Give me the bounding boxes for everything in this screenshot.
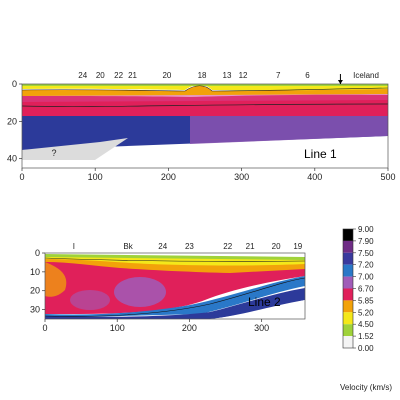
line2-x-tick-label: 0 <box>42 323 47 333</box>
colorbar-level-label: 5.85 <box>358 296 374 305</box>
colorbar-level-label: 4.50 <box>358 320 374 329</box>
velocity-colorbar: 9.00 7.90 7.50 7.20 7.00 6.70 5.85 5.20 4.50 1.52… <box>342 225 374 353</box>
line2-interface-line <box>45 277 305 317</box>
line1-top-label: 12 <box>239 71 248 80</box>
line2-empty-area <box>45 300 305 319</box>
line2-surface-layer <box>45 254 305 260</box>
line1-surface-layer <box>22 84 388 86</box>
line1-panel-label: Line 1 <box>304 147 337 161</box>
colorbar-swatch <box>343 240 353 253</box>
line1-x-tick-label: 100 <box>88 172 103 182</box>
line2-purple-patch <box>114 277 166 307</box>
line1-y-tick-label: 0 <box>12 79 17 89</box>
line1-x-tick-label: 0 <box>19 172 24 182</box>
line1-top-label: Iceland <box>353 71 379 80</box>
line1-top-label: 18 <box>198 71 207 80</box>
line2-top-label: 22 <box>223 242 232 251</box>
line2-top-label: 21 <box>246 242 255 251</box>
line2-interface-line <box>45 257 305 262</box>
colorbar-level-label: 1.52 <box>358 332 374 341</box>
line1-top-label: 21 <box>128 71 137 80</box>
line2-top-labels: I Bk 24 23 22 21 20 19 <box>73 242 303 251</box>
colorbar-swatch <box>343 229 353 241</box>
line1-orange-layer <box>22 85 388 96</box>
line2-x-tick-label: 200 <box>182 323 197 333</box>
colorbar-swatch <box>343 300 353 313</box>
colorbar-swatch <box>343 276 353 289</box>
line2-y-ticks: 0 10 20 30 <box>30 248 45 315</box>
line1-y-ticks: 0 20 40 <box>7 79 22 164</box>
line1-x-ticks: 0 100 200 300 400 500 <box>19 168 396 182</box>
colorbar-level-label: 0.00 <box>358 344 374 353</box>
line1-section <box>22 84 388 168</box>
line2-y-tick-label: 10 <box>30 267 40 277</box>
colorbar-level-label: 7.00 <box>358 273 374 282</box>
line1-top-label: 24 <box>78 71 87 80</box>
line1-x-tick-label: 400 <box>307 172 322 182</box>
line2-y-tick-label: 30 <box>30 305 40 315</box>
line1-top-label: 13 <box>223 71 232 80</box>
line2-y-tick-label: 0 <box>35 248 40 258</box>
line2-y-tick-label: 20 <box>30 286 40 296</box>
line1-interface-line <box>22 85 388 92</box>
line2-x-tick-label: 100 <box>110 323 125 333</box>
line1-x-tick-label: 200 <box>161 172 176 182</box>
line1-top-label: 20 <box>162 71 171 80</box>
line1-top-label: 6 <box>305 71 310 80</box>
line2-x-ticks: 0 100 200 300 <box>42 319 269 333</box>
line1-top-labels: 24 20 22 21 20 18 13 12 7 6 Iceland <box>78 71 379 80</box>
line2-top-label: Bk <box>123 242 133 251</box>
line2-deep-blue-band <box>45 288 305 319</box>
colorbar-level-label: 7.90 <box>358 237 374 246</box>
line1-unknown-label: ? <box>51 148 56 158</box>
line1-top-label: 20 <box>96 71 105 80</box>
line2-orange-patch <box>45 262 67 297</box>
colorbar-swatch <box>343 312 353 325</box>
colorbar-swatch <box>343 324 353 337</box>
line1-frame <box>21 83 389 169</box>
line1-y-tick-label: 40 <box>7 154 17 164</box>
colorbar-level-label: 6.70 <box>358 285 374 294</box>
line2-frame <box>44 252 306 320</box>
line2-top-label: I <box>73 242 75 251</box>
line2-top-label: 24 <box>158 242 167 251</box>
colorbar-swatch <box>343 336 353 348</box>
line2-purple-patch <box>70 290 110 310</box>
colorbar-level-label: 7.50 <box>358 249 374 258</box>
line2-top-label: 19 <box>293 242 302 251</box>
line1-x-tick-label: 500 <box>380 172 395 182</box>
line2-panel-label: Line 2 <box>248 295 281 309</box>
line1-lower-layer-purple <box>190 116 388 144</box>
line1-grey-area <box>22 138 128 160</box>
line1-top-label: 22 <box>114 71 123 80</box>
line1-arrow-icon <box>337 74 343 84</box>
line2-section <box>45 253 305 319</box>
line2-top-label: 20 <box>272 242 281 251</box>
line1-top-label: 7 <box>276 71 281 80</box>
line1-y-tick-label: 20 <box>7 116 17 126</box>
colorbar-level-label: 9.00 <box>358 225 374 234</box>
line1-interface-line <box>22 103 388 107</box>
line2-blue-band <box>45 276 305 318</box>
colorbar-level-label: 7.20 <box>358 261 374 270</box>
colorbar-swatch <box>343 288 353 301</box>
colorbar-swatch <box>343 252 353 265</box>
line2-top-label: 23 <box>185 242 194 251</box>
colorbar-title: Velocity (km/s) <box>340 383 392 392</box>
line1-x-tick-label: 300 <box>234 172 249 182</box>
colorbar-swatch <box>343 264 353 277</box>
line2-x-tick-label: 300 <box>254 323 269 333</box>
colorbar-level-label: 5.20 <box>358 308 374 317</box>
